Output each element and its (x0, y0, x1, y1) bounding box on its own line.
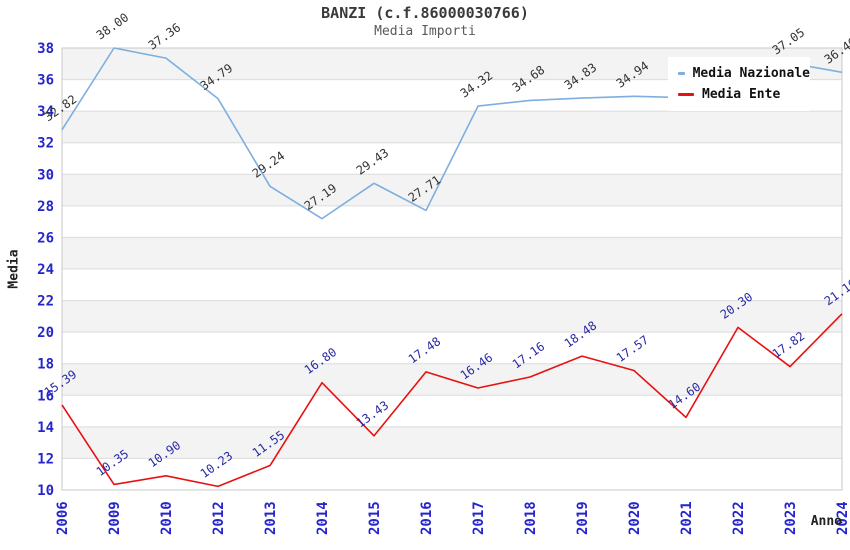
plot-band (62, 237, 842, 269)
plot-band (62, 111, 842, 143)
line-swatch-media-ente (678, 93, 694, 96)
y-tick-label: 38 (37, 41, 54, 57)
x-tick-label: 2023 (783, 501, 799, 535)
x-tick-label: 2024 (835, 501, 850, 535)
data-label-media-ente: 21.16 (822, 276, 850, 308)
x-tick-label: 2022 (731, 501, 747, 535)
y-tick-label: 30 (37, 167, 54, 183)
y-tick-label: 12 (37, 451, 54, 467)
y-tick-label: 24 (37, 262, 54, 278)
x-tick-label: 2017 (471, 501, 487, 535)
y-axis-title: Media (6, 249, 22, 289)
chart-title: BANZI (c.f.86000030766) (321, 4, 529, 22)
plot-band (62, 426, 842, 459)
x-tick-label: 2006 (55, 501, 71, 535)
y-tick-label: 36 (37, 73, 54, 89)
data-label-media-nazionale: 29.43 (354, 146, 392, 178)
y-tick-label: 22 (37, 294, 54, 310)
x-tick-label: 2015 (367, 501, 383, 535)
y-tick-label: 14 (37, 420, 54, 436)
y-tick-label: 34 (37, 104, 54, 120)
series-line-media-ente (61, 313, 843, 488)
y-tick-label: 28 (37, 199, 54, 215)
y-tick-label: 10 (37, 483, 54, 499)
x-tick-label: 2009 (107, 501, 123, 535)
x-tick-label: 2013 (263, 501, 279, 535)
data-label-media-ente: 13.43 (354, 398, 392, 430)
x-tick-label: 2019 (575, 501, 591, 535)
plot-border (61, 47, 843, 491)
data-label-media-ente: 17.82 (770, 329, 808, 361)
legend-item-media-nazionale: Media Nazionale (678, 63, 810, 84)
chart-subtitle: Media Importi (374, 24, 476, 39)
x-tick-label: 2014 (315, 501, 331, 535)
y-tick-label: 32 (37, 136, 54, 152)
legend: Media Nazionale Media Ente (668, 57, 810, 111)
x-tick-label: 2012 (211, 501, 227, 535)
plot-band (62, 300, 842, 333)
x-tick-label: 2018 (523, 501, 539, 535)
y-tick-label: 16 (37, 388, 54, 404)
x-tick-label: 2021 (679, 501, 695, 535)
line-swatch-media-nazionale (678, 72, 685, 75)
data-label-media-nazionale: 38.00 (94, 10, 132, 42)
plot-band (62, 174, 842, 206)
y-tick-label: 18 (37, 357, 54, 373)
x-tick-label: 2020 (627, 501, 643, 535)
y-tick-label: 20 (37, 325, 54, 341)
y-tick-label: 26 (37, 230, 54, 246)
data-label-media-ente: 17.48 (406, 334, 444, 366)
x-tick-label: 2010 (159, 501, 175, 535)
x-tick-label: 2016 (419, 501, 435, 535)
data-label-media-ente: 17.57 (614, 333, 652, 365)
x-axis-title: Anno (810, 514, 842, 529)
legend-label-media-nazionale: Media Nazionale (692, 66, 810, 81)
legend-label-media-ente: Media Ente (702, 87, 781, 102)
legend-item-media-ente: Media Ente (678, 84, 810, 105)
